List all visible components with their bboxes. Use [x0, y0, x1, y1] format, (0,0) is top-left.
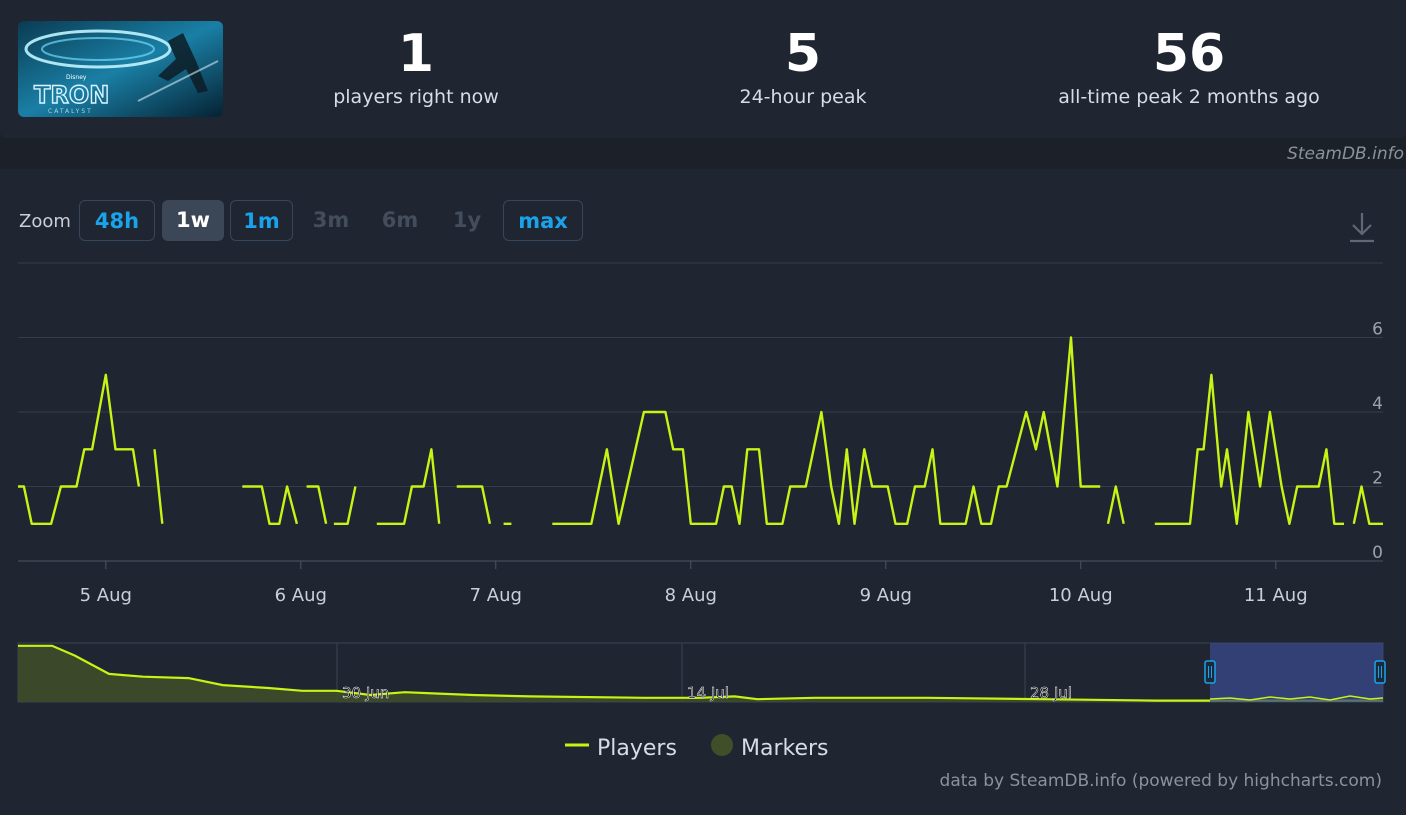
logo-small-text: Disney	[66, 74, 87, 81]
zoom-1w-button[interactable]: 1w	[162, 200, 224, 241]
download-icon[interactable]	[1348, 210, 1376, 244]
zoom-label: Zoom	[19, 211, 71, 232]
game-header-image[interactable]: Disney TRON CATALYST	[18, 21, 223, 117]
stat-24h-peak: 5 24-hour peak	[623, 24, 983, 108]
source-watermark: SteamDB.info	[1287, 144, 1404, 164]
zoom-max-button[interactable]: max	[503, 200, 583, 241]
stat-label: all-time peak 2 months ago	[1058, 86, 1320, 108]
chart-credit[interactable]: data by SteamDB.info (powered by highcha…	[939, 771, 1382, 791]
zoom-6m-button: 6m	[381, 208, 419, 232]
stat-label: 24-hour peak	[739, 86, 867, 108]
stats-bar: Disney TRON CATALYST 1 players right now…	[0, 0, 1406, 138]
zoom-1y-button: 1y	[452, 208, 482, 232]
zoom-1m-button[interactable]: 1m	[230, 200, 293, 241]
logo-main-text: TRON	[34, 81, 109, 109]
chart-panel	[0, 169, 1406, 815]
stat-value: 1	[397, 24, 435, 84]
game-cover-art: Disney TRON CATALYST	[18, 21, 223, 117]
zoom-3m-button: 3m	[312, 208, 350, 232]
stat-label: players right now	[333, 86, 499, 108]
stat-all-time-peak: 56 all-time peak 2 months ago	[1009, 24, 1369, 108]
stat-value: 5	[784, 24, 822, 84]
zoom-48h-button[interactable]: 48h	[79, 200, 155, 241]
logo-sub-text: CATALYST	[48, 108, 93, 115]
stat-value: 56	[1152, 24, 1226, 84]
stat-current-players: 1 players right now	[236, 24, 596, 108]
